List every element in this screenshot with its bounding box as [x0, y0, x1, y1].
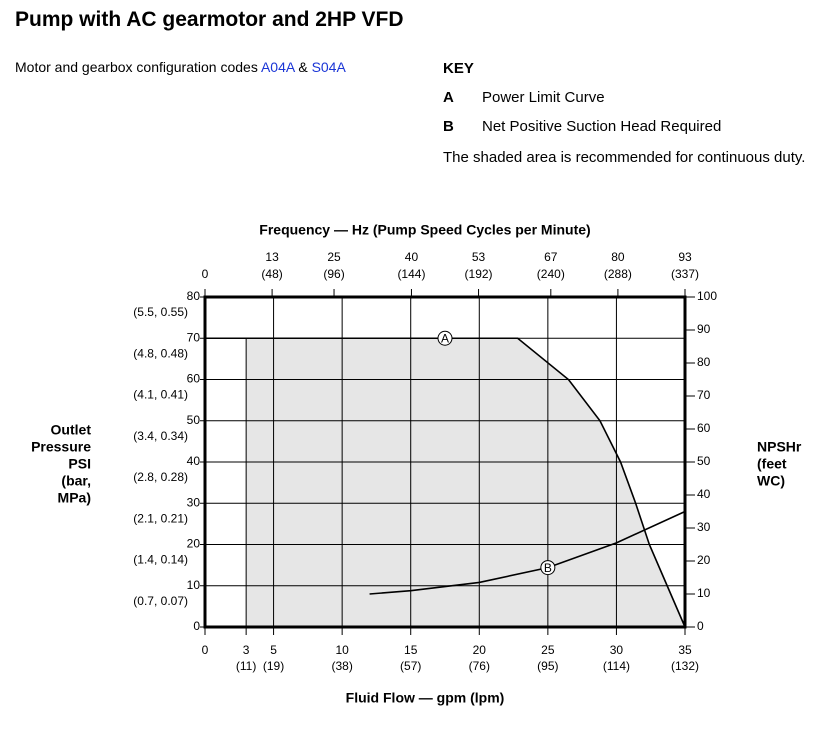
x2-tick-sublabel: (192)	[465, 267, 493, 281]
x-tick-sublabel: (132)	[671, 659, 699, 673]
key: KEY A Power Limit Curve B Net Positive Suc…	[443, 60, 823, 166]
page-title: Pump with AC gearmotor and 2HP VFD	[15, 8, 404, 31]
y-axis-title: Outlet	[51, 422, 92, 438]
key-label: Net Positive Suction Head Required	[482, 118, 722, 135]
x2-tick-label: 93	[678, 250, 692, 264]
y2-axis-title: WC)	[757, 473, 785, 489]
x-tick-label: 0	[202, 643, 209, 657]
curve	[369, 510, 686, 595]
y-tick-sublabel: (3.4, 0.34)	[133, 429, 188, 443]
y-tick-label: 10	[187, 578, 201, 592]
y2-tick-label: 0	[697, 619, 704, 633]
code-link[interactable]: S04A	[311, 59, 346, 75]
x-tick-sublabel: (38)	[331, 659, 352, 673]
x-tick-sublabel: (76)	[469, 659, 490, 673]
curve-marker	[540, 560, 556, 576]
y2-tick-label: 20	[697, 553, 711, 567]
curve-label: A	[441, 331, 449, 345]
key-note: The shaded area is recommended for conti…	[443, 149, 806, 166]
x2-tick-sublabel: (96)	[323, 267, 344, 281]
y2-tick-label: 10	[697, 586, 711, 600]
x-tick-sublabel: (114)	[603, 659, 630, 673]
x-tick-sublabel: (95)	[537, 659, 558, 673]
curve-marker	[437, 330, 453, 346]
key-title: KEY	[443, 60, 474, 77]
x2-tick-label: 40	[405, 250, 419, 264]
x2-tick-sublabel: (288)	[604, 267, 632, 281]
y-tick-label: 50	[187, 413, 201, 427]
x-tick-label: 20	[473, 643, 487, 657]
y-tick-label: 20	[187, 537, 201, 551]
y-tick-label: 30	[187, 495, 201, 509]
y-tick-sublabel: (2.8, 0.28)	[133, 470, 188, 484]
subtitle-line: Motor and gearbox configuration codes A0…	[15, 59, 346, 75]
curve	[205, 337, 686, 628]
x-tick-label: 35	[678, 643, 692, 657]
x2-tick-label: 80	[611, 250, 625, 264]
y-tick-label: 60	[187, 372, 201, 386]
x2-tick-label: 25	[327, 250, 341, 264]
key-letter: A	[443, 89, 454, 106]
x2-tick-label: 53	[472, 250, 486, 264]
x-tick-sublabel: (19)	[263, 659, 284, 673]
y-tick-label: 0	[193, 619, 200, 633]
x-tick-label: 25	[541, 643, 555, 657]
code-link[interactable]: A04A	[260, 59, 295, 75]
x2-tick-label: 67	[544, 250, 558, 264]
curve-label: B	[544, 561, 552, 575]
x2-tick-sublabel: (48)	[261, 267, 282, 281]
y2-tick-label: 30	[697, 520, 711, 534]
x-tick-label: 15	[404, 643, 418, 657]
y2-tick-label: 100	[697, 289, 717, 303]
key-item: A Power Limit Curve	[443, 89, 823, 118]
x-axis-title: Fluid Flow — gpm (lpm)	[346, 690, 505, 706]
y-tick-label: 70	[187, 330, 201, 344]
y-tick-label: 80	[187, 289, 201, 303]
key-item: B Net Positive Suction Head Required	[443, 118, 823, 147]
x2-tick-sublabel: (337)	[671, 267, 699, 281]
y2-axis-title: NPSHr	[757, 439, 802, 455]
y2-tick-label: 80	[697, 355, 711, 369]
y2-tick-label: 50	[697, 454, 711, 468]
y2-tick-label: 70	[697, 388, 711, 402]
y-tick-label: 40	[187, 454, 201, 468]
joiner: &	[298, 59, 308, 75]
y-axis-title: (bar,	[61, 473, 91, 489]
x2-axis-title: Frequency — Hz (Pump Speed Cycles per Mi…	[259, 222, 590, 238]
subtitle: Motor and gearbox configuration codes	[15, 59, 258, 75]
y-tick-sublabel: (5.5, 0.55)	[133, 305, 188, 319]
x2-tick-label: 0	[202, 267, 209, 281]
x2-tick-label: 13	[265, 250, 279, 264]
y-tick-sublabel: (1.4, 0.14)	[133, 553, 188, 567]
y-tick-sublabel: (2.1, 0.21)	[133, 511, 188, 525]
x2-tick-sublabel: (240)	[537, 267, 565, 281]
x-tick-label: 30	[610, 643, 624, 657]
y-tick-sublabel: (0.7, 0.07)	[133, 594, 188, 608]
y2-tick-label: 90	[697, 322, 711, 336]
y2-tick-label: 60	[697, 421, 711, 435]
shaded-region	[246, 338, 685, 627]
plot-frame	[203, 295, 687, 629]
x-tick-sublabel: (57)	[400, 659, 421, 673]
y2-tick-label: 40	[697, 487, 711, 501]
x-tick-sublabel: (11)	[236, 659, 256, 673]
y-tick-sublabel: (4.8, 0.48)	[133, 346, 188, 360]
y2-axis-title: (feet	[757, 456, 787, 472]
x-tick-label: 3	[243, 643, 250, 657]
key-label: Power Limit Curve	[482, 89, 605, 106]
x-tick-label: 5	[270, 643, 277, 657]
y-axis-title: Pressure	[31, 439, 91, 455]
key-letter: B	[443, 118, 454, 135]
y-axis-title: PSI	[68, 456, 91, 472]
x-tick-label: 10	[335, 643, 349, 657]
x2-tick-sublabel: (144)	[397, 267, 425, 281]
y-tick-sublabel: (4.1, 0.41)	[133, 388, 188, 402]
y-axis-title: MPa)	[58, 490, 91, 506]
